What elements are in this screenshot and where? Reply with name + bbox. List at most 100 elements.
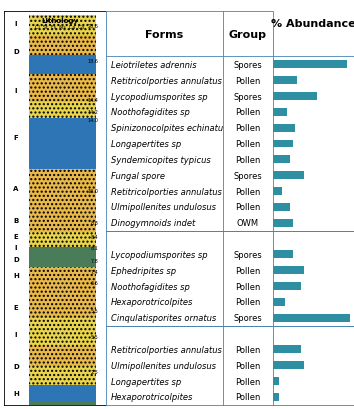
- Text: 2.5: 2.5: [90, 369, 98, 374]
- Text: 10.0: 10.0: [87, 189, 98, 193]
- Bar: [273, 172, 303, 180]
- Bar: [273, 140, 293, 148]
- Text: 20.6: 20.6: [87, 24, 98, 29]
- Text: 7.4: 7.4: [90, 270, 98, 275]
- Bar: [29, 169, 96, 189]
- Bar: [273, 203, 291, 211]
- Bar: [29, 401, 96, 405]
- Bar: [273, 267, 303, 274]
- Text: Spores: Spores: [233, 92, 262, 101]
- Bar: [273, 156, 291, 164]
- Text: % Abundance: % Abundance: [271, 18, 354, 29]
- Text: Dinogymnoids indet: Dinogymnoids indet: [111, 219, 195, 228]
- Text: I: I: [15, 21, 17, 27]
- Text: Hexaporotricolpites: Hexaporotricolpites: [111, 393, 193, 402]
- Text: Lycopodiumsporites sp: Lycopodiumsporites sp: [111, 250, 207, 259]
- Bar: [273, 124, 295, 133]
- Text: Retitricolporties annulatus: Retitricolporties annulatus: [111, 76, 222, 85]
- Text: 14.4: 14.4: [87, 98, 98, 103]
- Text: Lithology: Lithology: [41, 18, 79, 24]
- Text: A: A: [13, 186, 18, 192]
- Text: 14.0: 14.0: [87, 118, 98, 123]
- Text: 5.5: 5.5: [90, 334, 98, 339]
- Text: Spores: Spores: [233, 171, 262, 180]
- Bar: [273, 298, 285, 306]
- Bar: [273, 362, 303, 369]
- Text: Pollen: Pollen: [235, 345, 261, 354]
- Bar: [273, 393, 279, 401]
- Text: B: B: [13, 217, 18, 223]
- Bar: [273, 77, 297, 85]
- Text: Retitricolporties annulatus: Retitricolporties annulatus: [111, 345, 222, 354]
- Bar: [273, 109, 287, 117]
- Text: 8.1: 8.1: [90, 245, 98, 250]
- Text: 8.4: 8.4: [90, 234, 98, 239]
- Text: Ulmipollenites undulosus: Ulmipollenites undulosus: [111, 361, 216, 370]
- Bar: [29, 75, 96, 103]
- Text: 14.2: 14.2: [87, 110, 98, 115]
- Text: Pollen: Pollen: [235, 76, 261, 85]
- Text: E: E: [13, 233, 18, 239]
- Bar: [29, 295, 96, 319]
- Bar: [273, 188, 282, 196]
- Text: 7.8: 7.8: [90, 258, 98, 263]
- Text: Pollen: Pollen: [235, 187, 261, 196]
- Text: Ulmipollenites undulosus: Ulmipollenites undulosus: [111, 203, 216, 212]
- Bar: [29, 267, 96, 295]
- Text: Longapertites sp: Longapertites sp: [111, 140, 181, 148]
- Text: Longapertites sp: Longapertites sp: [111, 377, 181, 386]
- Text: 8.8: 8.8: [90, 220, 98, 226]
- Bar: [29, 56, 96, 75]
- Text: Hexaporotricolpites: Hexaporotricolpites: [111, 298, 193, 307]
- Text: Fungal spore: Fungal spore: [111, 171, 165, 180]
- Text: Syndemicopites typicus: Syndemicopites typicus: [111, 155, 211, 164]
- Text: OWM: OWM: [237, 219, 259, 228]
- Text: Spores: Spores: [233, 61, 262, 70]
- Text: I: I: [15, 331, 17, 337]
- Bar: [273, 283, 301, 290]
- Text: D: D: [13, 256, 19, 263]
- Text: 5.5: 5.5: [90, 308, 98, 313]
- Text: Pollen: Pollen: [235, 282, 261, 291]
- Text: Group: Group: [229, 30, 267, 40]
- Bar: [29, 36, 96, 56]
- Text: Cl  St  Fs  Ms  Ca  Gs: Cl St Fs Ms Ca Gs: [35, 25, 85, 30]
- Text: D: D: [13, 49, 19, 54]
- Bar: [29, 103, 96, 118]
- Bar: [29, 213, 96, 232]
- Text: Cinqulatisporites ornatus: Cinqulatisporites ornatus: [111, 314, 216, 322]
- Bar: [273, 61, 348, 69]
- Bar: [273, 219, 293, 227]
- Bar: [273, 93, 317, 101]
- Bar: [29, 189, 96, 213]
- Bar: [273, 251, 293, 259]
- Text: H: H: [13, 272, 19, 279]
- Text: Ephedripites sp: Ephedripites sp: [111, 266, 176, 275]
- Text: Spinizonocolpites echinatus: Spinizonocolpites echinatus: [111, 124, 227, 133]
- Bar: [29, 232, 96, 248]
- Text: Pollen: Pollen: [235, 361, 261, 370]
- Text: 6.6: 6.6: [90, 281, 98, 285]
- Text: Pollen: Pollen: [235, 124, 261, 133]
- Text: Pollen: Pollen: [235, 393, 261, 402]
- Text: H: H: [13, 390, 19, 396]
- Text: F: F: [13, 135, 18, 141]
- Bar: [29, 319, 96, 346]
- Text: E: E: [13, 304, 18, 310]
- Bar: [29, 385, 96, 401]
- Text: Spores: Spores: [233, 314, 262, 322]
- Bar: [29, 16, 96, 36]
- Text: Lycopodiumsporites sp: Lycopodiumsporites sp: [111, 92, 207, 101]
- Bar: [273, 377, 279, 385]
- Text: I: I: [15, 88, 17, 94]
- Text: Pollen: Pollen: [235, 108, 261, 117]
- Text: Leiotriletes adrennis: Leiotriletes adrennis: [111, 61, 196, 70]
- Text: 18.6: 18.6: [87, 59, 98, 64]
- Text: Spores: Spores: [233, 250, 262, 259]
- Text: Pollen: Pollen: [235, 155, 261, 164]
- Text: Pollen: Pollen: [235, 377, 261, 386]
- Text: Noothofagidites sp: Noothofagidites sp: [111, 282, 190, 291]
- Text: Pollen: Pollen: [235, 266, 261, 275]
- Text: Retitricolporties annulatus: Retitricolporties annulatus: [111, 187, 222, 196]
- Bar: [29, 346, 96, 366]
